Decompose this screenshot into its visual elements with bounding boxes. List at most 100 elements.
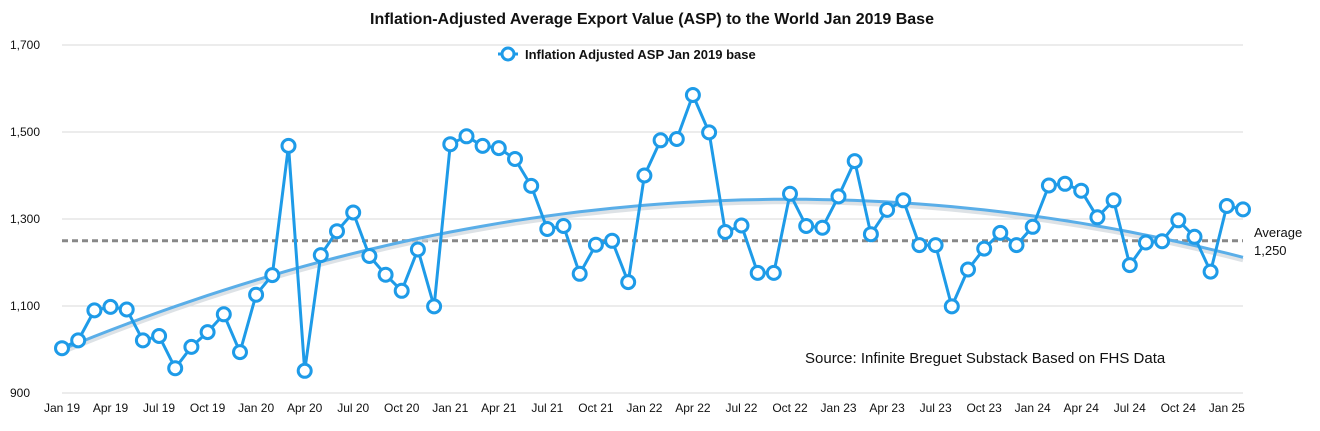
- series-point: [183, 338, 200, 355]
- series-point: [1235, 201, 1251, 218]
- series-point: [393, 282, 410, 299]
- series-point: [1073, 182, 1090, 199]
- series-point: [118, 301, 135, 318]
- series-point: [264, 267, 281, 284]
- x-tick-label: Oct 24: [1161, 401, 1197, 415]
- series-point: [587, 236, 604, 253]
- series-point: [911, 237, 928, 254]
- series-point: [54, 340, 70, 357]
- x-tick-label: Apr 21: [481, 401, 517, 415]
- trend-line: [61, 197, 1244, 351]
- series-point: [409, 241, 426, 258]
- series-line: [61, 93, 1244, 373]
- x-tick-label: Jan 20: [238, 401, 274, 415]
- series-point: [749, 264, 766, 281]
- average-label-line1: Average: [1254, 225, 1302, 240]
- series-point: [976, 240, 993, 257]
- y-tick-label: 1,300: [10, 212, 40, 226]
- series-point: [280, 137, 297, 154]
- legend-label: Inflation Adjusted ASP Jan 2019 base: [525, 47, 756, 62]
- series-point: [215, 306, 232, 323]
- x-tick-label: Apr 23: [869, 401, 905, 415]
- x-tick-label: Jan 24: [1015, 401, 1051, 415]
- series-point: [1105, 192, 1122, 209]
- series-point: [377, 266, 394, 283]
- x-tick-label: Jan 23: [821, 401, 857, 415]
- series-point: [604, 232, 621, 249]
- series-point: [167, 360, 184, 377]
- series-point: [830, 188, 847, 205]
- series-point: [571, 265, 588, 282]
- series-point: [960, 261, 976, 278]
- trend-line-shadow: [61, 200, 1244, 355]
- series-point: [652, 132, 669, 149]
- series-point: [782, 185, 798, 202]
- series-point: [458, 128, 475, 145]
- x-tick-label: Oct 23: [966, 401, 1002, 415]
- series-point: [345, 204, 362, 221]
- y-tick-label: 1,700: [10, 38, 40, 52]
- series-point: [539, 221, 556, 237]
- x-tick-label: Oct 21: [578, 401, 614, 415]
- series-point: [684, 87, 701, 103]
- series-point: [636, 167, 653, 184]
- x-tick-label: Jan 21: [432, 401, 468, 415]
- x-tick-label: Jul 23: [920, 401, 952, 415]
- x-tick-label: Jul 22: [725, 401, 757, 415]
- series-point: [1202, 263, 1219, 280]
- x-tick-label: Jan 25: [1209, 401, 1245, 415]
- grid-lines: [62, 44, 1243, 394]
- series-point: [943, 298, 960, 315]
- series-point: [86, 302, 103, 319]
- series-point: [814, 219, 831, 236]
- source-annotation: Source: Infinite Breguet Substack Based …: [805, 350, 1166, 367]
- series-point: [1137, 234, 1154, 251]
- series-point: [798, 218, 815, 234]
- x-tick-label: Jan 19: [44, 401, 80, 415]
- series-point: [717, 224, 734, 240]
- series-point: [992, 224, 1009, 241]
- series-point: [1024, 218, 1041, 235]
- x-tick-label: Oct 19: [190, 401, 226, 415]
- series-point: [312, 247, 329, 264]
- legend-swatch-marker: [500, 46, 516, 62]
- series-point: [1040, 177, 1057, 194]
- series-point: [879, 201, 896, 218]
- series-point: [442, 136, 459, 153]
- series-point: [733, 217, 750, 234]
- x-tick-label: Jul 20: [337, 401, 369, 415]
- x-axis-ticks: Jan 19 Apr 19 Jul 19 Oct 19 Jan 20 Apr 20 Jul …: [44, 401, 1245, 415]
- series-point: [1008, 237, 1025, 254]
- series-point: [70, 332, 87, 349]
- series-point: [1218, 198, 1235, 214]
- series-point: [620, 274, 637, 291]
- series-point: [199, 324, 216, 341]
- series-point: [474, 137, 491, 154]
- series-point: [361, 248, 378, 264]
- series-point: [507, 151, 523, 167]
- series-point: [248, 286, 265, 303]
- average-label-line2: 1,250: [1254, 243, 1287, 258]
- series-point: [232, 344, 248, 361]
- series-point: [862, 226, 879, 243]
- series-point: [426, 298, 443, 315]
- x-tick-label: Apr 24: [1064, 401, 1100, 415]
- series-point: [765, 264, 782, 281]
- series-point: [1186, 228, 1203, 245]
- chart-title: Inflation-Adjusted Average Export Value …: [370, 11, 934, 28]
- x-tick-label: Jul 21: [531, 401, 563, 415]
- series-point: [555, 218, 572, 234]
- legend: Inflation Adjusted ASP Jan 2019 base: [498, 46, 756, 62]
- x-tick-label: Oct 22: [772, 401, 808, 415]
- series-point: [490, 140, 507, 157]
- series-point: [1121, 257, 1138, 274]
- y-tick-label: 900: [10, 386, 30, 400]
- series-point: [895, 192, 912, 209]
- series-point: [1057, 175, 1073, 192]
- x-tick-label: Apr 19: [93, 401, 129, 415]
- series-point: [846, 153, 863, 170]
- x-tick-label: Jul 19: [143, 401, 175, 415]
- series-point: [1154, 233, 1171, 250]
